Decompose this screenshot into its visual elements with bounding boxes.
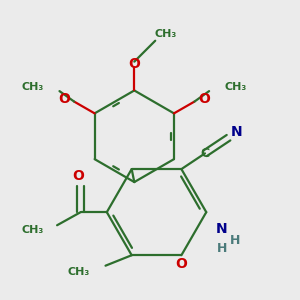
Text: O: O: [72, 169, 84, 182]
Text: O: O: [176, 257, 187, 272]
Text: H: H: [217, 242, 227, 255]
Text: CH₃: CH₃: [22, 82, 44, 92]
Text: CH₃: CH₃: [22, 226, 44, 236]
Text: C: C: [200, 147, 209, 160]
Text: O: O: [128, 57, 140, 71]
Text: H: H: [230, 235, 240, 248]
Text: N: N: [231, 125, 242, 140]
Text: O: O: [198, 92, 210, 106]
Text: N: N: [216, 222, 228, 236]
Text: CH₃: CH₃: [225, 82, 247, 92]
Text: CH₃: CH₃: [154, 29, 177, 39]
Text: O: O: [58, 92, 70, 106]
Text: CH₃: CH₃: [68, 267, 90, 277]
